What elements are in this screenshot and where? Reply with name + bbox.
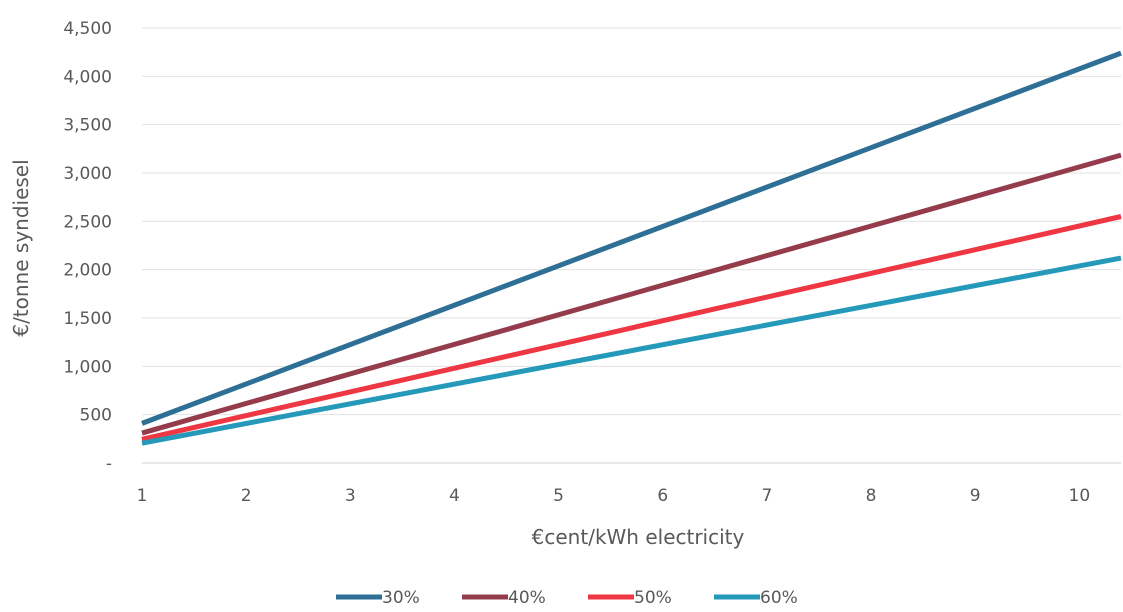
x-tick-label: 9 — [970, 486, 981, 506]
series-line-30pct — [141, 50, 1122, 426]
gridlines — [142, 27, 1121, 464]
legend-label: 40% — [508, 588, 546, 608]
legend-label: 30% — [382, 588, 420, 608]
x-axis-title: €cent/kWh electricity — [532, 525, 745, 549]
x-tick-label: 10 — [1069, 486, 1091, 506]
y-tick-label: - — [106, 454, 112, 474]
y-tick-label: 2,000 — [63, 261, 112, 281]
x-tick-label: 7 — [761, 486, 772, 506]
series-line-60pct — [141, 255, 1122, 446]
x-tick-label: 1 — [137, 486, 148, 506]
x-tick-label: 2 — [241, 486, 252, 506]
x-tick-label: 6 — [657, 486, 668, 506]
y-tick-label: 500 — [80, 406, 112, 426]
series-line-50pct — [141, 214, 1122, 442]
x-tick-label: 5 — [553, 486, 564, 506]
y-tick-label: 4,500 — [63, 19, 112, 39]
x-tick-label: 4 — [449, 486, 460, 506]
legend-label: 50% — [634, 588, 672, 608]
x-tick-labels: 1 2 3 4 5 6 7 8 9 10 — [137, 486, 1091, 506]
legend: 30% 40% 50% 60% — [336, 588, 798, 608]
y-tick-label: 3,500 — [63, 116, 112, 136]
y-axis-title: €/tonne syndiesel — [9, 159, 33, 336]
series-line-40pct — [141, 152, 1122, 436]
y-tick-labels: - 500 1,000 1,500 2,000 2,500 3,000 3,500 4,000 4… — [63, 19, 112, 474]
y-tick-label: 2,500 — [63, 212, 112, 232]
y-tick-label: 1,000 — [63, 357, 112, 377]
legend-label: 60% — [760, 588, 798, 608]
y-tick-label: 1,500 — [63, 309, 112, 329]
y-tick-label: 3,000 — [63, 164, 112, 184]
x-tick-label: 8 — [866, 486, 877, 506]
y-tick-label: 4,000 — [63, 67, 112, 87]
series-lines — [141, 50, 1122, 446]
x-tick-label: 3 — [345, 486, 356, 506]
